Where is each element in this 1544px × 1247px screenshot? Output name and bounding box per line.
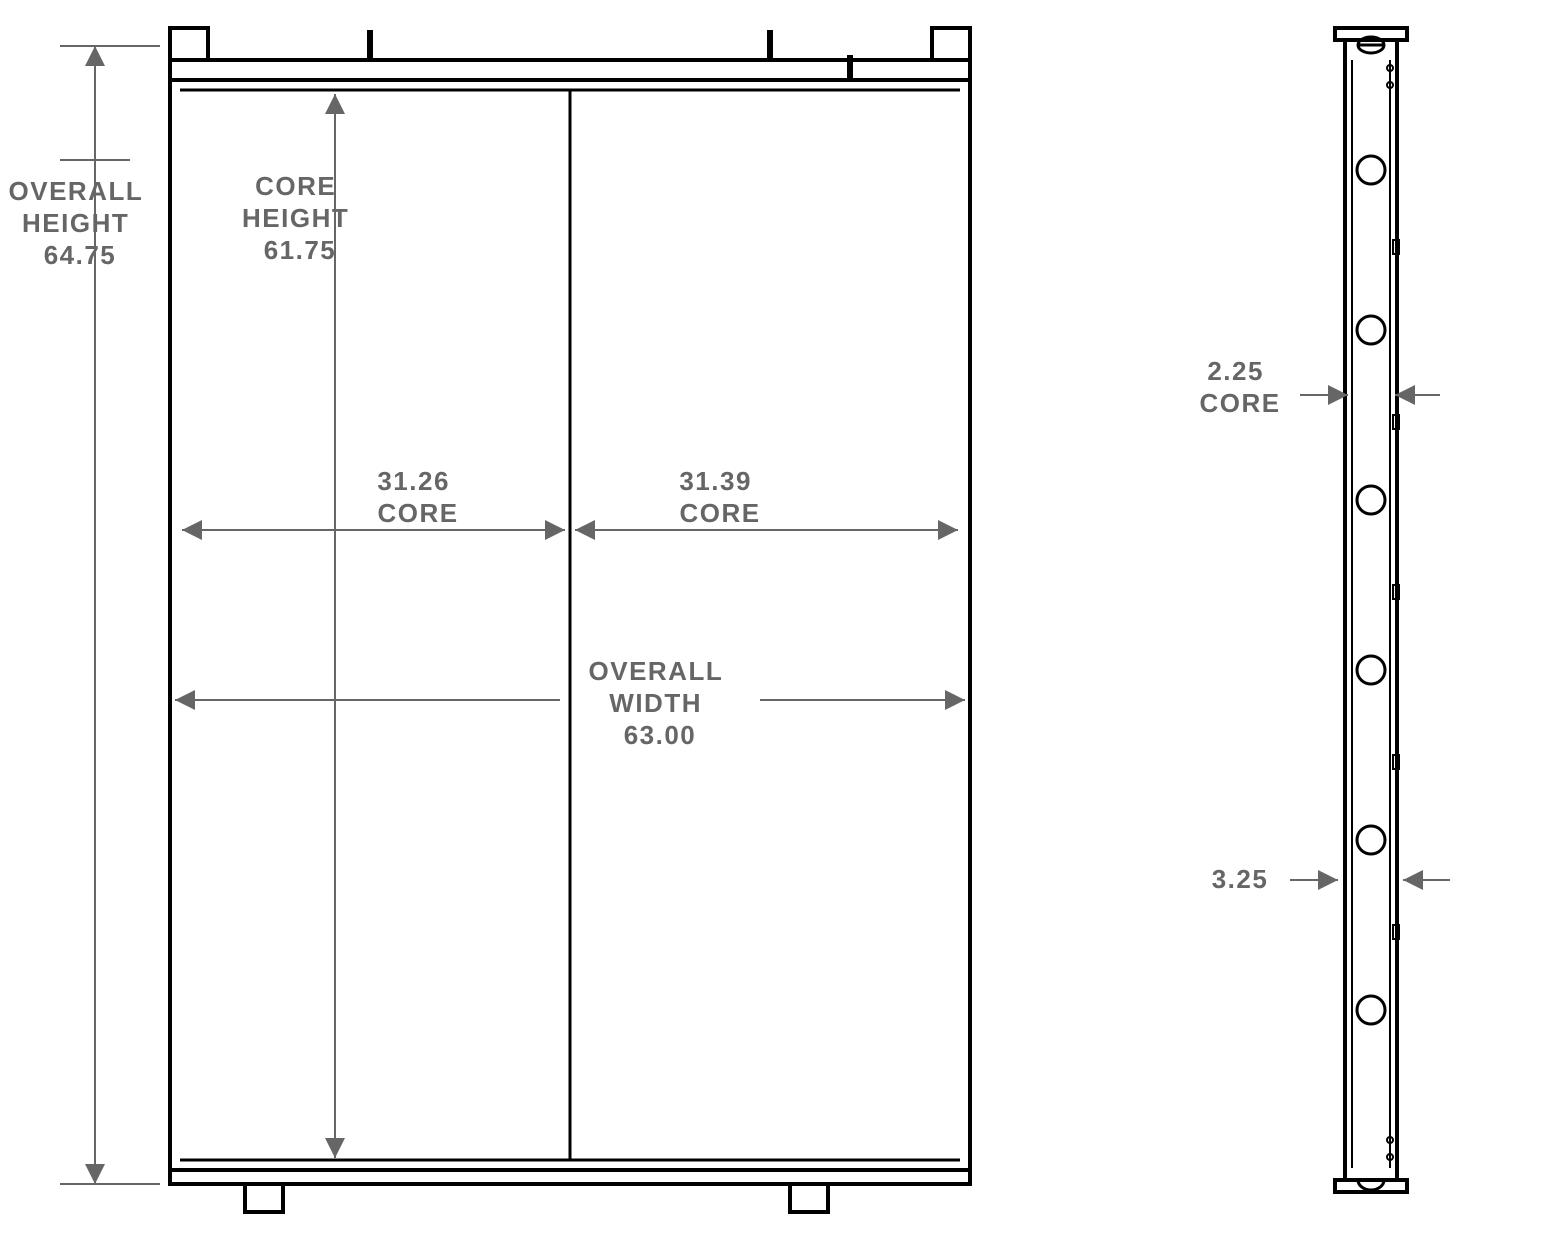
overall-width-label2: WIDTH [609,688,702,718]
dim-core-height: CORE HEIGHT 61.75 [242,94,358,1158]
dim-overall-height: OVERALL HEIGHT 64.75 [9,46,161,1184]
svg-text:OVERALL HEIGHT 64.: OVERALL HEIGHT 64.75 [9,176,152,270]
overall-height-value: 64.75 [44,240,117,270]
svg-text:2.25 CORE: 2.25 CORE [1199,356,1280,418]
svg-text:31.39 CORE: 31.39 CORE [679,466,760,528]
side-core-value: 2.25 [1207,356,1264,386]
overall-width-value: 63.00 [624,720,697,750]
side-overall-value: 3.25 [1212,864,1269,894]
side-core-label: CORE [1199,388,1280,418]
svg-text:CORE HEIGHT 61.75: CORE HEIGHT 61.75 [242,171,358,265]
core-height-value: 61.75 [264,235,337,265]
core-left-value: 31.26 [377,466,450,496]
core-right-label: CORE [679,498,760,528]
svg-text:31.26 CORE: 31.26 CORE [377,466,458,528]
overall-width-label1: OVERALL [589,656,723,686]
technical-drawing: OVERALL HEIGHT 64.75 CORE HEIGHT 61.75 3… [0,0,1544,1247]
overall-height-label1: OVERALL [9,176,143,206]
core-left-label: CORE [377,498,458,528]
svg-text:OVERALL WIDTH 63.0: OVERALL WIDTH 63.00 [589,656,732,750]
dim-side-core: 2.25 CORE [1199,356,1440,418]
core-right-value: 31.39 [679,466,752,496]
core-height-label2: HEIGHT [242,203,349,233]
overall-height-label2: HEIGHT [22,208,129,238]
side-view [1335,28,1407,1192]
dim-core-right: 31.39 CORE [575,466,958,530]
core-height-label1: CORE [255,171,336,201]
dim-side-overall: 3.25 [1212,864,1450,894]
dim-core-left: 31.26 CORE [182,466,565,530]
svg-text:3.25: 3.25 [1212,864,1269,894]
